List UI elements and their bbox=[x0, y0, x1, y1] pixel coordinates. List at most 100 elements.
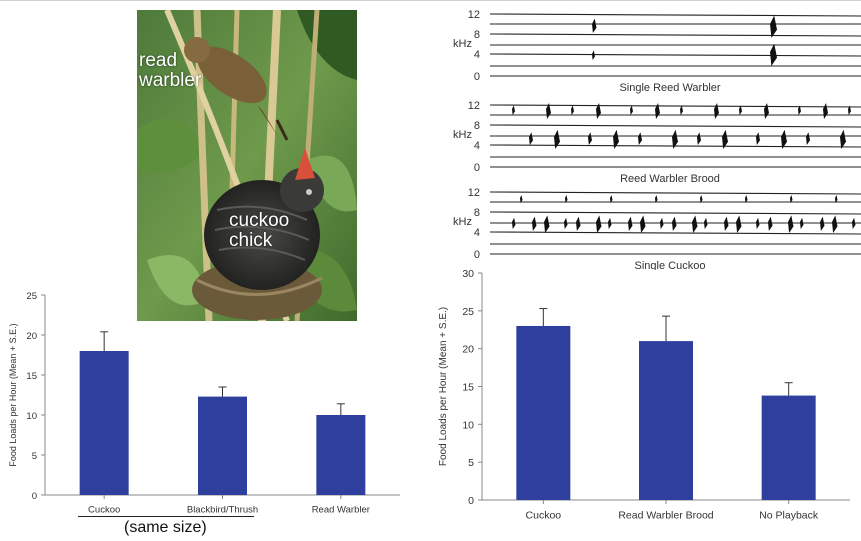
right-chart-y-tick-label: 25 bbox=[462, 306, 474, 318]
right-chart-bar bbox=[516, 325, 571, 500]
spectrogram-tick-label: 4 bbox=[474, 227, 480, 239]
spectrogram-gridline bbox=[489, 13, 861, 17]
spectrogram-syllable bbox=[608, 217, 612, 229]
spectrogram-syllable bbox=[745, 195, 748, 203]
spectrogram-syllable bbox=[512, 105, 515, 115]
spectrogram-syllable bbox=[588, 132, 592, 145]
spectrogram-gridline bbox=[489, 211, 861, 215]
spectrogram-syllable bbox=[613, 129, 619, 149]
spectrogram-syllable bbox=[832, 215, 838, 233]
right-chart-category-label: No Playback bbox=[759, 510, 819, 522]
spectrogram-syllable bbox=[756, 132, 760, 145]
spectrogram-syllable bbox=[835, 195, 838, 203]
spectrogram-tick-label: 12 bbox=[468, 187, 480, 199]
photo-label-warbler-2: warbler bbox=[139, 70, 202, 91]
left-chart-category-label: Blackbird/Thrush bbox=[187, 505, 258, 516]
spectrogram-tick-label: 8 bbox=[474, 120, 480, 132]
spectrogram-caption: Reed Warbler Brood bbox=[620, 173, 720, 185]
left-chart-bar bbox=[316, 415, 366, 495]
spectrogram-syllable bbox=[592, 18, 597, 33]
spectrogram-gridline bbox=[489, 231, 861, 235]
spectrogram-syllable bbox=[576, 216, 581, 231]
spectrogram-unit-label: kHz bbox=[453, 38, 472, 50]
spectrogram-syllable bbox=[697, 132, 701, 145]
spectrogram-syllable bbox=[554, 129, 560, 149]
spectrogram-syllable bbox=[788, 215, 794, 233]
spectrogram-tick-label: 0 bbox=[474, 71, 480, 83]
spectrogram-syllable bbox=[820, 216, 825, 231]
spectrogram-tick-label: 4 bbox=[474, 49, 480, 61]
spectrogram-tick-label: 4 bbox=[474, 140, 480, 152]
spectrogram-syllable bbox=[756, 217, 760, 229]
bar-chart-left: 0 5 10 15 20 25 Cuckoo Blackbird/Thrush Read War… bbox=[8, 291, 400, 516]
spectrogram-syllable bbox=[764, 103, 769, 119]
photo-label-warbler-1: read bbox=[139, 50, 178, 71]
right-chart-y-tick-label: 5 bbox=[468, 457, 474, 469]
spectrogram-syllable bbox=[704, 217, 708, 229]
spectrogram-syllable bbox=[714, 103, 719, 119]
spectrogram-syllable bbox=[700, 195, 703, 203]
right-chart-y-tick-label: 0 bbox=[468, 495, 474, 507]
left-chart-y-tick-label: 25 bbox=[26, 291, 37, 302]
spectrogram-unit-label: kHz bbox=[453, 216, 472, 228]
spectrogram-tick-label: 8 bbox=[474, 207, 480, 219]
right-chart-category-label: Cuckoo bbox=[526, 510, 562, 522]
spectrogram-syllable bbox=[852, 217, 856, 229]
spectrogram-unit-label: kHz bbox=[453, 129, 472, 141]
spectrogram-syllable bbox=[544, 215, 550, 233]
right-chart-y-tick-label: 30 bbox=[462, 268, 474, 280]
spectrogram-syllable bbox=[768, 216, 773, 231]
spectrogram-syllable bbox=[520, 195, 523, 203]
spectrogram-syllable bbox=[610, 195, 613, 203]
spectrogram-caption: Single Cuckoo bbox=[635, 260, 706, 270]
spectrogram-syllable bbox=[571, 105, 574, 115]
spectrogram-syllable bbox=[532, 216, 537, 231]
spectrogram-syllable bbox=[592, 50, 595, 60]
left-chart-category-label: Read Warbler bbox=[312, 505, 370, 516]
spectrogram-syllable bbox=[565, 195, 568, 203]
spectrogram-gridline bbox=[489, 33, 861, 37]
spectrogram-syllable bbox=[722, 129, 728, 149]
spectrogram-syllable bbox=[672, 129, 678, 149]
spectrogram-syllable bbox=[680, 105, 683, 115]
spectrogram-syllable bbox=[806, 132, 810, 145]
spectrogram-syllable bbox=[823, 103, 828, 119]
right-chart-bar bbox=[639, 341, 693, 500]
spectrogram-syllable bbox=[655, 103, 660, 119]
spectrogram-syllable bbox=[781, 129, 787, 149]
cuckoo-photo: read warbler cuckoo chick bbox=[137, 10, 357, 321]
bar-chart-right: 0 5 10 15 20 25 30 Cuckoo Read Warbler Brood No P… bbox=[438, 268, 850, 522]
spectrogram-syllable bbox=[790, 195, 793, 203]
right-chart-y-axis-label: Food Loads per Hour (Mean + S.E.) bbox=[438, 307, 449, 466]
spectrogram-gridline bbox=[489, 104, 861, 108]
spectrogram-tick-label: 12 bbox=[468, 9, 480, 21]
same-size-bracket bbox=[78, 516, 254, 517]
left-chart-category-label: Cuckoo bbox=[88, 505, 120, 516]
spectrogram-tick-label: 8 bbox=[474, 29, 480, 41]
spectrogram-syllable bbox=[770, 43, 777, 66]
left-chart-bar bbox=[198, 396, 247, 495]
left-chart-y-tick-label: 5 bbox=[32, 451, 37, 462]
spectrogram-syllable bbox=[628, 216, 633, 231]
right-chart-y-tick-label: 15 bbox=[462, 382, 474, 394]
right-chart-y-tick-label: 10 bbox=[462, 419, 474, 431]
spectrogram-syllable bbox=[655, 195, 658, 203]
photo-illustration bbox=[137, 10, 357, 321]
spectrogram-syllable bbox=[564, 217, 568, 229]
spectrogram-syllable bbox=[596, 215, 602, 233]
left-chart-y-tick-label: 0 bbox=[32, 491, 37, 502]
left-chart-y-tick-label: 20 bbox=[26, 331, 37, 342]
spectrogram-syllable bbox=[800, 217, 804, 229]
same-size-note: (same size) bbox=[124, 519, 207, 536]
spectrogram-syllable bbox=[512, 217, 516, 229]
photo-label-cuckoo-2: chick bbox=[229, 230, 273, 251]
spectrogram-gridline bbox=[489, 191, 861, 195]
spectrogram-gridline bbox=[489, 144, 861, 148]
spectrogram-tick-label: 12 bbox=[468, 100, 480, 112]
spectrogram-caption: Single Reed Warbler bbox=[619, 82, 720, 94]
right-chart-bar bbox=[761, 395, 816, 500]
right-chart-y-tick-label: 20 bbox=[462, 344, 474, 356]
spectrogram-syllable bbox=[640, 215, 646, 233]
spectrogram-syllable bbox=[770, 15, 777, 38]
spectrogram-syllable bbox=[724, 216, 729, 231]
